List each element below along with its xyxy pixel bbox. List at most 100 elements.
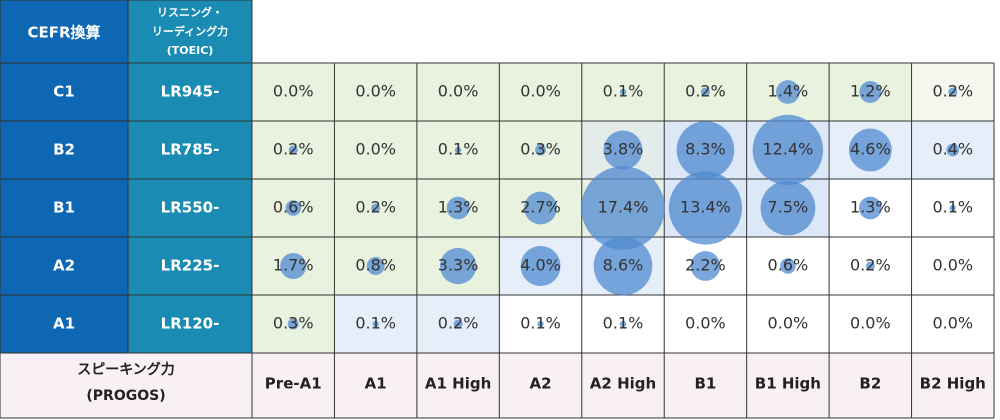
value-label: 0.0% — [768, 314, 809, 333]
row-label-cell — [0, 63, 128, 121]
bubble — [581, 166, 665, 250]
bubble — [603, 130, 643, 170]
value-label: 0.2% — [273, 140, 314, 159]
value-label: 1.3% — [438, 198, 479, 217]
bubble — [520, 246, 561, 286]
row-label: A2 — [53, 257, 75, 275]
value-label: 0.6% — [768, 256, 809, 275]
cell — [334, 63, 417, 121]
bubble — [287, 318, 299, 330]
value-label: 0.1% — [520, 314, 561, 333]
value-label: 1.2% — [850, 82, 891, 101]
row-score: LR550- — [161, 199, 220, 217]
value-label: 0.1% — [603, 82, 644, 101]
bubble — [948, 87, 958, 97]
row-label-cell — [0, 121, 128, 179]
cell — [252, 63, 335, 121]
row-score-cell — [128, 179, 252, 237]
row-label-cell — [0, 295, 128, 353]
row-score-cell — [128, 237, 252, 295]
bubble — [848, 128, 892, 172]
row-label-cell — [0, 179, 128, 237]
value-label: 8.3% — [685, 140, 726, 159]
cell — [829, 295, 912, 353]
bubble — [619, 88, 627, 96]
bubble — [439, 247, 477, 285]
value-label: 0.0% — [932, 256, 973, 275]
value-label: 0.0% — [520, 82, 561, 101]
row-score: LR945- — [161, 83, 220, 101]
row-score: LR225- — [161, 257, 220, 275]
value-label: 0.6% — [273, 198, 314, 217]
row-label-cell — [0, 237, 128, 295]
x-axis-label: スピーキング力 — [77, 361, 175, 378]
bubble — [946, 143, 960, 157]
bubble — [619, 320, 627, 328]
value-label: 0.8% — [355, 256, 396, 275]
value-label: 0.1% — [932, 198, 973, 217]
value-label: 2.2% — [685, 256, 726, 275]
x-tick-label: B1 High — [755, 375, 821, 393]
value-label: 12.4% — [762, 140, 813, 159]
x-tick-label: B2 High — [920, 375, 986, 393]
bubble — [453, 319, 463, 329]
col-header: リーディング力 — [152, 24, 228, 38]
value-label: 1.7% — [273, 256, 314, 275]
cell — [416, 63, 500, 121]
value-label: 2.7% — [520, 198, 561, 217]
bubble — [366, 257, 385, 275]
value-label: 4.0% — [520, 256, 561, 275]
value-label: 0.0% — [932, 314, 973, 333]
bubble — [668, 171, 743, 245]
bubble — [446, 196, 470, 220]
bubble — [949, 204, 956, 212]
axis-cell — [0, 353, 994, 418]
bubble — [780, 258, 796, 274]
value-label: 0.2% — [850, 256, 891, 275]
row-score-cell — [128, 63, 252, 121]
bubble — [535, 144, 547, 156]
bubble — [288, 145, 298, 155]
cell — [911, 237, 994, 295]
row-score: LR785- — [161, 141, 220, 159]
row-label: C1 — [53, 83, 74, 101]
value-label: 3.3% — [438, 256, 479, 275]
value-label: 8.6% — [603, 256, 644, 275]
bubble — [454, 146, 462, 154]
bubble — [858, 196, 882, 220]
value-label: 0.0% — [685, 314, 726, 333]
value-label: 0.2% — [932, 82, 973, 101]
col-header: (TOEIC) — [167, 44, 214, 57]
cell — [334, 121, 417, 179]
cell — [499, 63, 582, 121]
value-label: 0.1% — [438, 140, 479, 159]
bubble — [593, 236, 653, 296]
bubble — [280, 252, 307, 280]
row-score-cell — [128, 121, 252, 179]
x-tick-label: Pre-A1 — [265, 375, 322, 393]
row-score: LR120- — [161, 315, 220, 333]
x-tick-label: B2 — [859, 375, 881, 393]
cell — [911, 295, 994, 353]
value-label: 0.0% — [355, 82, 396, 101]
bubble — [752, 114, 824, 186]
value-label: 0.0% — [355, 140, 396, 159]
value-label: 0.3% — [273, 314, 314, 333]
value-label: 1.4% — [768, 82, 809, 101]
bubble — [859, 81, 882, 103]
row-label: B1 — [53, 199, 75, 217]
value-label: 1.3% — [850, 198, 891, 217]
bubble — [776, 80, 800, 104]
x-tick-label: A1 — [365, 375, 387, 393]
x-axis-label: (PROGOS) — [86, 388, 165, 404]
bubble — [285, 200, 301, 216]
bubble — [524, 191, 557, 225]
value-label: 0.2% — [355, 198, 396, 217]
value-label: 0.0% — [850, 314, 891, 333]
bubble — [865, 261, 875, 271]
row-score-cell — [128, 295, 252, 353]
bubble — [537, 320, 544, 328]
bubble — [372, 320, 379, 328]
bubble — [676, 121, 735, 179]
